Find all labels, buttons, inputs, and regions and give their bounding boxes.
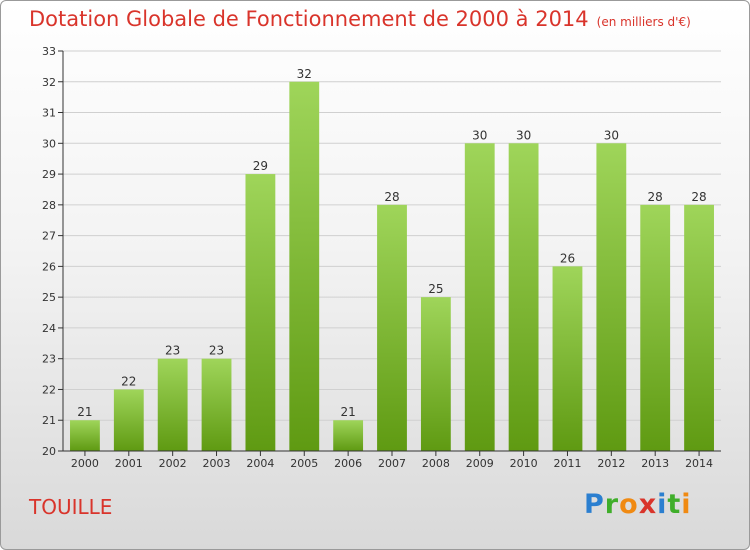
y-tick-label: 31: [42, 107, 56, 120]
x-tick-label: 2001: [115, 457, 143, 470]
bar-value-label: 30: [472, 128, 487, 142]
bar-value-label: 28: [691, 190, 706, 204]
bar-value-label: 29: [253, 159, 268, 173]
chart-unit-note: (en milliers d'€): [596, 15, 691, 29]
bar: [113, 389, 144, 451]
bar-value-label: 30: [604, 128, 619, 142]
bar-value-label: 21: [340, 405, 355, 419]
x-tick-label: 2010: [510, 457, 538, 470]
bar: [245, 174, 276, 452]
bar: [157, 358, 188, 451]
x-tick-label: 2006: [334, 457, 362, 470]
x-tick-label: 2004: [246, 457, 274, 470]
x-tick-label: 2002: [159, 457, 187, 470]
x-tick-label: 2007: [378, 457, 406, 470]
bar: [420, 297, 451, 451]
bar: [596, 143, 627, 452]
x-tick-label: 2003: [203, 457, 231, 470]
x-tick-label: 2011: [553, 457, 581, 470]
bar-value-label: 30: [516, 128, 531, 142]
bar: [377, 204, 407, 451]
bar: [684, 204, 714, 451]
bar-value-label: 28: [384, 190, 399, 204]
bar-value-label: 23: [209, 344, 224, 358]
y-tick-label: 26: [42, 260, 56, 273]
bar: [289, 81, 320, 452]
x-tick-label: 2005: [290, 457, 318, 470]
bar: [508, 143, 539, 452]
x-tick-label: 2014: [685, 457, 713, 470]
bar: [552, 266, 583, 451]
bar-value-label: 26: [560, 251, 575, 265]
bars: 21 22 23 23 29 32 21 28 25 30 30 26 30 28 28: [70, 67, 714, 452]
x-tick-label: 2009: [466, 457, 494, 470]
y-tick-label: 30: [42, 137, 56, 150]
y-tick-label: 33: [42, 45, 56, 58]
y-tick-label: 24: [42, 322, 56, 335]
y-tick-label: 28: [42, 199, 56, 212]
y-tick-label: 22: [42, 383, 56, 396]
y-tick-label: 20: [42, 445, 56, 458]
proxiti-logo: Proxiti: [584, 489, 692, 520]
x-tick-label: 2008: [422, 457, 450, 470]
chart-title-text: Dotation Globale de Fonctionnement de 20…: [29, 7, 589, 31]
y-tick-label: 27: [42, 230, 56, 243]
bar-value-label: 23: [165, 344, 180, 358]
x-tick-label: 2013: [641, 457, 669, 470]
bar-value-label: 28: [648, 190, 663, 204]
bar: [464, 143, 495, 452]
y-tick-label: 23: [42, 353, 56, 366]
axes: 20 21 22 23 24 25 26 27 28 29 30 31 32 33 2000 2001 2002…: [42, 45, 721, 470]
bar-value-label: 22: [121, 374, 136, 388]
y-tick-label: 32: [42, 76, 56, 89]
bar: [640, 204, 671, 451]
bar-value-label: 21: [77, 405, 92, 419]
commune-name: TOUILLE: [29, 495, 113, 519]
bar-value-label: 32: [297, 67, 312, 81]
y-tick-label: 29: [42, 168, 56, 181]
x-tick-label: 2012: [597, 457, 625, 470]
bar-value-label: 25: [428, 282, 443, 296]
bar: [201, 358, 232, 451]
bar: [70, 420, 100, 451]
y-tick-label: 21: [42, 414, 56, 427]
chart-title: Dotation Globale de Fonctionnement de 20…: [29, 7, 691, 31]
y-tick-label: 25: [42, 291, 56, 304]
x-tick-label: 2000: [71, 457, 99, 470]
bar: [333, 420, 364, 451]
